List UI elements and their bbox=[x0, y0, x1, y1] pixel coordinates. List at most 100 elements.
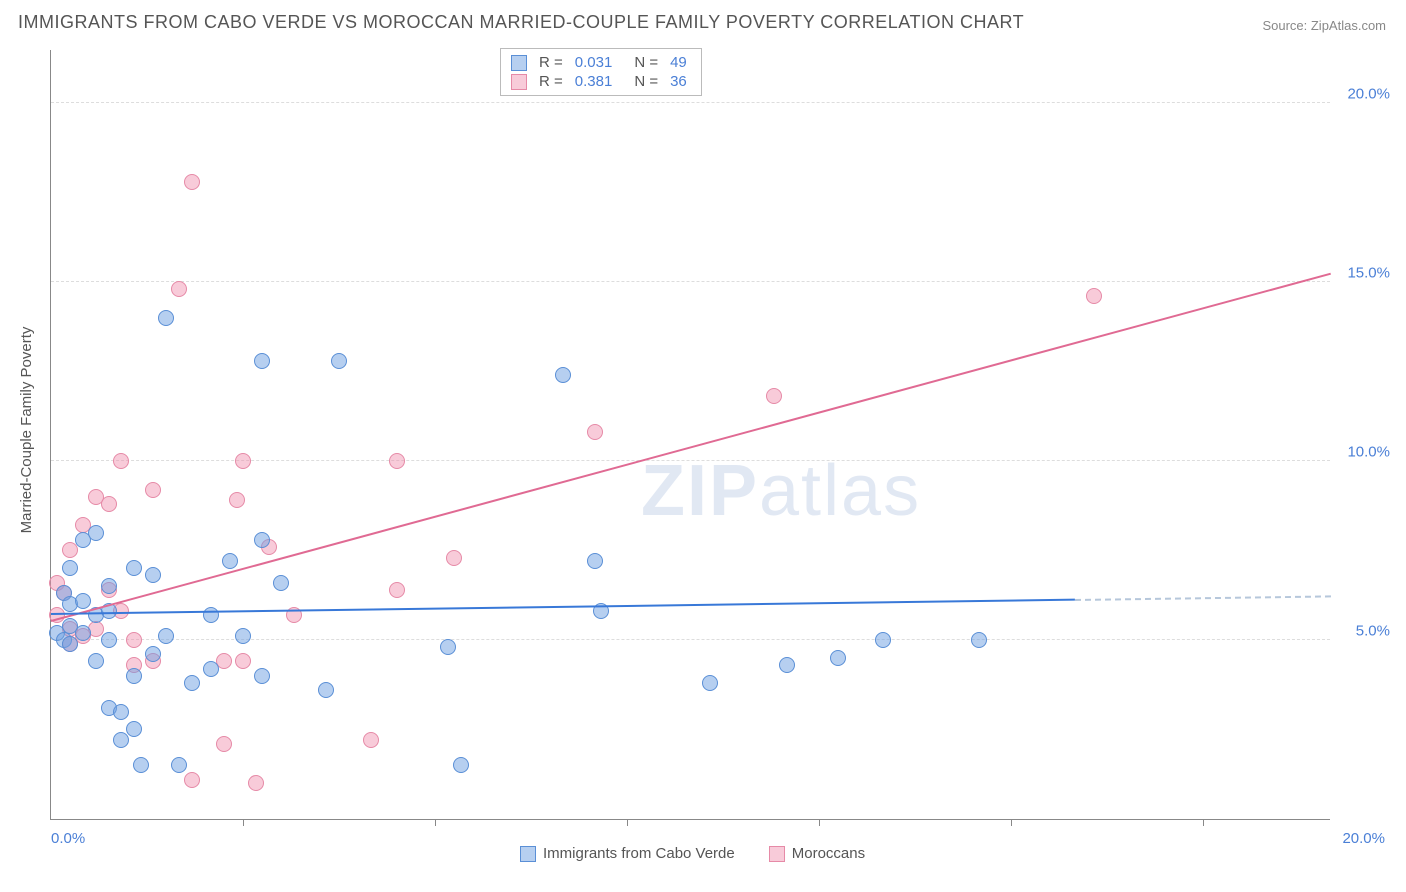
n-label: N = bbox=[634, 73, 658, 90]
marker-pink bbox=[62, 542, 78, 558]
watermark: ZIPatlas bbox=[641, 450, 921, 532]
watermark-bold: ZIP bbox=[641, 451, 759, 531]
marker-blue bbox=[62, 560, 78, 576]
marker-blue bbox=[254, 532, 270, 548]
marker-pink bbox=[363, 732, 379, 748]
marker-blue bbox=[971, 632, 987, 648]
marker-blue bbox=[88, 653, 104, 669]
marker-pink bbox=[1086, 288, 1102, 304]
marker-blue bbox=[203, 661, 219, 677]
marker-blue bbox=[440, 639, 456, 655]
marker-pink bbox=[766, 388, 782, 404]
n-label: N = bbox=[634, 54, 658, 71]
legend-stats-row-pink: R = 0.381 N = 36 bbox=[511, 72, 687, 91]
marker-pink bbox=[126, 632, 142, 648]
marker-pink bbox=[587, 424, 603, 440]
marker-pink bbox=[235, 453, 251, 469]
marker-blue bbox=[75, 593, 91, 609]
marker-pink bbox=[235, 653, 251, 669]
marker-pink bbox=[248, 775, 264, 791]
marker-blue bbox=[171, 757, 187, 773]
marker-blue bbox=[133, 757, 149, 773]
x-tick bbox=[627, 819, 628, 826]
marker-blue bbox=[88, 525, 104, 541]
legend-stats-row-blue: R = 0.031 N = 49 bbox=[511, 53, 687, 72]
x-tick-label: 20.0% bbox=[1342, 830, 1385, 847]
plot-area: ZIPatlas 5.0%10.0%15.0%20.0%0.0%20.0% bbox=[50, 50, 1330, 820]
gridline bbox=[51, 102, 1330, 103]
marker-pink bbox=[229, 492, 245, 508]
legend-item-blue: Immigrants from Cabo Verde bbox=[520, 845, 735, 862]
marker-blue bbox=[235, 628, 251, 644]
marker-blue bbox=[587, 553, 603, 569]
marker-blue bbox=[158, 628, 174, 644]
y-tick-label: 15.0% bbox=[1347, 264, 1390, 281]
y-tick-label: 5.0% bbox=[1356, 622, 1390, 639]
marker-pink bbox=[389, 453, 405, 469]
legend-series: Immigrants from Cabo Verde Moroccans bbox=[520, 845, 889, 862]
marker-blue bbox=[101, 632, 117, 648]
marker-blue bbox=[203, 607, 219, 623]
y-tick-label: 20.0% bbox=[1347, 85, 1390, 102]
marker-blue bbox=[555, 367, 571, 383]
marker-blue bbox=[126, 721, 142, 737]
marker-blue bbox=[126, 560, 142, 576]
swatch-pink-icon bbox=[769, 846, 785, 862]
marker-pink bbox=[389, 582, 405, 598]
marker-pink bbox=[171, 281, 187, 297]
x-tick bbox=[819, 819, 820, 826]
marker-blue bbox=[126, 668, 142, 684]
marker-pink bbox=[184, 174, 200, 190]
x-tick bbox=[1011, 819, 1012, 826]
x-tick bbox=[243, 819, 244, 826]
x-tick bbox=[1203, 819, 1204, 826]
marker-blue bbox=[318, 682, 334, 698]
marker-blue bbox=[145, 567, 161, 583]
marker-pink bbox=[184, 772, 200, 788]
swatch-blue-icon bbox=[520, 846, 536, 862]
n-value: 36 bbox=[670, 73, 687, 90]
watermark-thin: atlas bbox=[759, 451, 921, 531]
legend-item-pink: Moroccans bbox=[769, 845, 865, 862]
marker-pink bbox=[216, 736, 232, 752]
r-value: 0.031 bbox=[575, 54, 613, 71]
marker-blue bbox=[875, 632, 891, 648]
r-label: R = bbox=[539, 54, 563, 71]
x-tick bbox=[435, 819, 436, 826]
trend-line bbox=[51, 599, 1075, 615]
x-tick-label: 0.0% bbox=[51, 830, 85, 847]
marker-blue bbox=[75, 625, 91, 641]
marker-blue bbox=[830, 650, 846, 666]
chart-container: IMMIGRANTS FROM CABO VERDE VS MOROCCAN M… bbox=[0, 0, 1406, 892]
trend-line-dash bbox=[1075, 595, 1331, 601]
marker-blue bbox=[453, 757, 469, 773]
marker-blue bbox=[113, 732, 129, 748]
marker-blue bbox=[254, 668, 270, 684]
r-value: 0.381 bbox=[575, 73, 613, 90]
marker-blue bbox=[779, 657, 795, 673]
marker-pink bbox=[101, 496, 117, 512]
source-label: Source: ZipAtlas.com bbox=[1262, 18, 1386, 33]
legend-stats: R = 0.031 N = 49 R = 0.381 N = 36 bbox=[500, 48, 702, 96]
marker-blue bbox=[113, 704, 129, 720]
legend-label: Immigrants from Cabo Verde bbox=[543, 845, 735, 862]
marker-blue bbox=[222, 553, 238, 569]
n-value: 49 bbox=[670, 54, 687, 71]
r-label: R = bbox=[539, 73, 563, 90]
chart-title: IMMIGRANTS FROM CABO VERDE VS MOROCCAN M… bbox=[18, 12, 1024, 33]
marker-pink bbox=[145, 482, 161, 498]
gridline bbox=[51, 281, 1330, 282]
marker-blue bbox=[158, 310, 174, 326]
marker-blue bbox=[254, 353, 270, 369]
marker-blue bbox=[62, 636, 78, 652]
marker-blue bbox=[331, 353, 347, 369]
swatch-pink-icon bbox=[511, 74, 527, 90]
y-tick-label: 10.0% bbox=[1347, 443, 1390, 460]
marker-blue bbox=[145, 646, 161, 662]
marker-blue bbox=[273, 575, 289, 591]
marker-blue bbox=[101, 578, 117, 594]
marker-pink bbox=[113, 453, 129, 469]
legend-label: Moroccans bbox=[792, 845, 865, 862]
marker-pink bbox=[446, 550, 462, 566]
swatch-blue-icon bbox=[511, 55, 527, 71]
